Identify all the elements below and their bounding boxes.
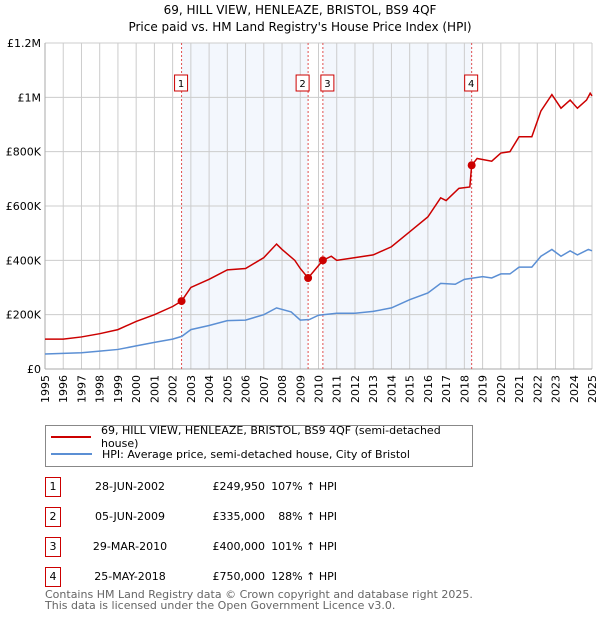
price-chart: 69, HILL VIEW, HENLEAZE, BRISTOL, BS9 4Q… bbox=[6, 3, 599, 403]
sale-label: 2 bbox=[299, 79, 305, 90]
x-tick-label: 1999 bbox=[112, 375, 125, 403]
legend-label: 69, HILL VIEW, HENLEAZE, BRISTOL, BS9 4Q… bbox=[100, 424, 441, 450]
table-row: 2 05-JUN-2009 £335,000 88% ↑ HPI bbox=[45, 507, 485, 527]
sale-num: 1 bbox=[45, 477, 61, 497]
x-tick-label: 2025 bbox=[586, 375, 599, 403]
x-tick-label: 2018 bbox=[458, 375, 471, 403]
sale-label: 1 bbox=[178, 79, 184, 90]
legend: 69, HILL VIEW, HENLEAZE, BRISTOL, BS9 4Q… bbox=[45, 424, 473, 467]
sale-point bbox=[318, 256, 327, 265]
series-line-hpi bbox=[44, 248, 593, 355]
sale-hpi: 107% ↑ HPI bbox=[271, 480, 337, 493]
sale-hpi: 128% ↑ HPI bbox=[271, 570, 337, 583]
x-tick-label: 2009 bbox=[294, 375, 307, 403]
x-tick-label: 2010 bbox=[313, 375, 326, 403]
x-tick-label: 2024 bbox=[568, 375, 581, 403]
sale-date: 29-MAR-2010 bbox=[92, 540, 168, 553]
sale-price: £750,000 bbox=[212, 570, 266, 583]
x-tick-label: 1997 bbox=[75, 375, 88, 403]
x-tick-label: 1998 bbox=[94, 375, 107, 403]
sale-num: 3 bbox=[45, 537, 61, 557]
x-tick-label: 2003 bbox=[185, 375, 198, 403]
series-line-property bbox=[45, 91, 593, 340]
legend-item-hpi: HPI: Average price, semi-detached house,… bbox=[46, 446, 410, 462]
x-tick-label: 2021 bbox=[513, 375, 526, 403]
y-tick-label: £200K bbox=[6, 309, 42, 322]
legend-swatch-blue bbox=[51, 453, 92, 455]
x-tick-label: 2007 bbox=[258, 375, 271, 403]
x-tick-label: 1995 bbox=[39, 375, 52, 403]
x-tick-label: 2000 bbox=[130, 375, 143, 403]
table-row: 4 25-MAY-2018 £750,000 128% ↑ HPI bbox=[45, 567, 485, 587]
y-tick-label: £1.2M bbox=[7, 37, 41, 50]
legend-swatch-red bbox=[51, 436, 91, 438]
x-tick-label: 2006 bbox=[240, 375, 253, 403]
sale-num: 2 bbox=[45, 507, 61, 527]
chart-subtitle: Price paid vs. HM Land Registry's House … bbox=[128, 20, 471, 34]
y-tick-label: £600K bbox=[6, 200, 42, 213]
legend-label: HPI: Average price, semi-detached house,… bbox=[102, 447, 410, 461]
sale-hpi: 101% ↑ HPI bbox=[271, 540, 337, 553]
footer: Contains HM Land Registry data © Crown c… bbox=[45, 589, 473, 611]
x-tick-label: 1996 bbox=[57, 375, 70, 403]
y-tick-label: £0 bbox=[27, 363, 41, 376]
x-tick-label: 2023 bbox=[550, 375, 563, 403]
sale-point bbox=[177, 297, 186, 306]
table-row: 1 28-JUN-2002 £249,950 107% ↑ HPI bbox=[45, 477, 485, 497]
sale-date: 25-MAY-2018 bbox=[94, 570, 166, 583]
x-tick-label: 2012 bbox=[349, 375, 362, 403]
sale-date: 28-JUN-2002 bbox=[94, 480, 166, 493]
sale-point bbox=[467, 161, 476, 170]
sale-date: 05-JUN-2009 bbox=[94, 510, 166, 523]
x-tick-label: 2002 bbox=[167, 375, 180, 403]
footer-line2: This data is licensed under the Open Gov… bbox=[45, 599, 396, 612]
footer-line1: Contains HM Land Registry data © Crown c… bbox=[45, 588, 473, 601]
sale-price: £249,950 bbox=[212, 480, 266, 493]
x-tick-label: 2017 bbox=[440, 375, 453, 403]
x-tick-label: 2008 bbox=[276, 375, 289, 403]
y-tick-label: £400K bbox=[6, 254, 42, 267]
sale-label-box bbox=[295, 74, 310, 92]
x-tick-label: 2016 bbox=[422, 375, 435, 403]
sale-hpi: 88% ↑ HPI bbox=[278, 510, 337, 523]
sale-label: 4 bbox=[468, 79, 474, 90]
x-tick-label: 2013 bbox=[367, 375, 380, 403]
sale-label-box bbox=[464, 74, 479, 92]
x-tick-label: 2004 bbox=[203, 375, 216, 403]
x-tick-label: 2022 bbox=[531, 375, 544, 403]
legend-item-property: 69, HILL VIEW, HENLEAZE, BRISTOL, BS9 4Q… bbox=[46, 424, 472, 450]
y-tick-label: £800K bbox=[6, 146, 42, 159]
sale-label: 3 bbox=[324, 79, 330, 90]
sale-price: £335,000 bbox=[212, 510, 266, 523]
x-tick-label: 2020 bbox=[495, 375, 508, 403]
x-tick-label: 2005 bbox=[221, 375, 234, 403]
x-tick-label: 2014 bbox=[385, 375, 398, 403]
x-tick-label: 2001 bbox=[148, 375, 161, 403]
x-tick-label: 2011 bbox=[331, 375, 344, 403]
chart-title: 69, HILL VIEW, HENLEAZE, BRISTOL, BS9 4Q… bbox=[164, 3, 437, 17]
sale-label-box bbox=[174, 74, 189, 92]
y-tick-label: £1M bbox=[18, 91, 42, 104]
x-tick-label: 2015 bbox=[404, 375, 417, 403]
sale-point bbox=[304, 273, 313, 282]
sale-price: £400,000 bbox=[212, 540, 266, 553]
x-tick-label: 2019 bbox=[477, 375, 490, 403]
sale-label-box bbox=[320, 74, 335, 92]
sale-num: 4 bbox=[45, 567, 61, 587]
table-row: 3 29-MAR-2010 £400,000 101% ↑ HPI bbox=[45, 537, 485, 557]
